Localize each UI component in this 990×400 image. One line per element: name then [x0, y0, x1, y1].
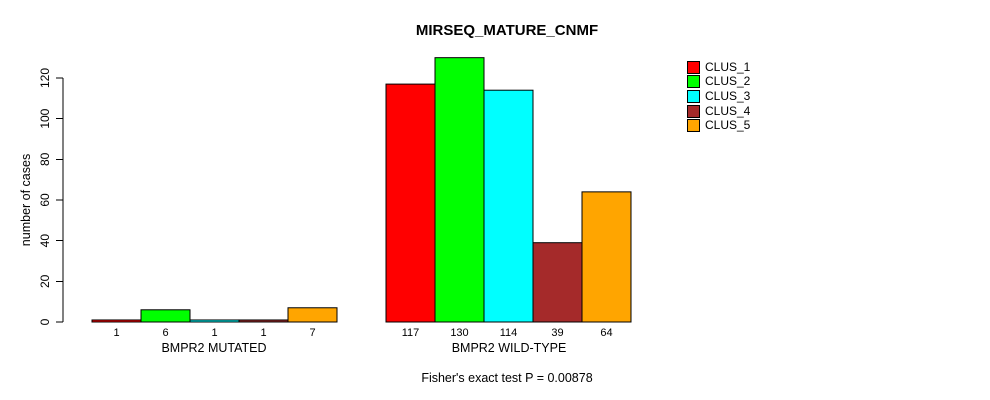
legend: CLUS_1 CLUS_2 CLUS_3 CLUS_4 CLUS_5 [687, 60, 750, 133]
bar-value-label: 6 [162, 327, 168, 339]
bar-clus_2-wildtype [434, 57, 485, 323]
legend-swatch-clus_2 [687, 75, 700, 89]
legend-label: CLUS_4 [705, 103, 751, 118]
bar-value-label: 1 [113, 327, 119, 339]
bar-value-label: 130 [450, 327, 468, 339]
y-tick-label: 0 [38, 318, 52, 325]
group-label-mutated: BMPR2 MUTATED [161, 341, 266, 355]
y-tick-label: 120 [38, 68, 52, 88]
legend-item: CLUS_5 [687, 118, 750, 133]
y-tick-label: 80 [38, 152, 52, 166]
plot-layer: 0 20 40 60 80 100 120 1 117 6 130 1 114 1 39 7 64 [38, 57, 632, 339]
bar-value-label: 117 [402, 327, 420, 339]
fisher-test-annotation: Fisher's exact test P = 0.00878 [421, 371, 592, 385]
bar-value-label: 7 [309, 327, 315, 339]
legend-item: CLUS_3 [687, 89, 750, 104]
legend-label: CLUS_1 [705, 59, 751, 74]
y-tick-label: 20 [38, 274, 52, 288]
group-label-wildtype: BMPR2 WILD-TYPE [452, 341, 567, 355]
bar-value-label: 1 [260, 327, 266, 339]
bar-value-label: 1 [211, 327, 217, 339]
legend-item: CLUS_2 [687, 75, 750, 90]
legend-label: CLUS_3 [705, 88, 751, 103]
y-axis-label: number of cases [19, 154, 33, 246]
legend-swatch-clus_5 [687, 119, 700, 133]
bar-clus_4-mutated [238, 319, 289, 323]
bar-value-label: 114 [500, 327, 518, 339]
bar-clus_5-mutated [287, 307, 338, 323]
bar-clus_1-wildtype [385, 83, 436, 323]
legend-item: CLUS_4 [687, 104, 750, 119]
legend-swatch-clus_1 [687, 60, 700, 74]
legend-swatch-clus_4 [687, 104, 700, 118]
bar-clus_3-mutated [189, 319, 240, 323]
legend-swatch-clus_3 [687, 89, 700, 103]
bar-value-label: 64 [600, 327, 612, 339]
bar-clus_5-wildtype [581, 191, 632, 323]
y-tick-label: 40 [38, 234, 52, 248]
bar-clus_3-wildtype [483, 89, 534, 323]
chart-title: MIRSEQ_MATURE_CNMF [416, 22, 598, 39]
bar-clus_1-mutated [91, 319, 142, 323]
legend-label: CLUS_2 [705, 74, 751, 89]
bar-value-label: 39 [551, 327, 563, 339]
y-tick-label: 100 [38, 108, 52, 128]
bar-clus_2-mutated [140, 309, 191, 323]
legend-label: CLUS_5 [705, 118, 751, 133]
legend-item: CLUS_1 [687, 60, 750, 75]
y-tick-label: 60 [38, 193, 52, 207]
bar-clus_4-wildtype [532, 242, 583, 323]
